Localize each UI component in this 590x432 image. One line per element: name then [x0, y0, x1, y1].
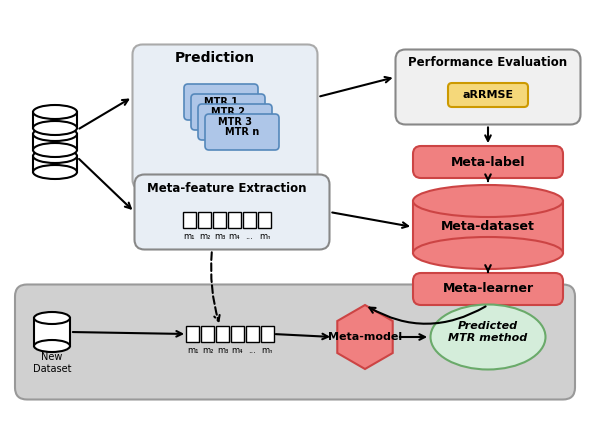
Text: MTR 2: MTR 2: [211, 107, 245, 117]
Text: m₂: m₂: [199, 232, 210, 241]
Text: MTR n: MTR n: [225, 127, 259, 137]
FancyBboxPatch shape: [183, 212, 196, 228]
Ellipse shape: [33, 105, 77, 119]
Ellipse shape: [431, 305, 546, 369]
FancyBboxPatch shape: [198, 104, 272, 140]
Text: m₂: m₂: [202, 346, 213, 355]
Text: Performance Evaluation: Performance Evaluation: [408, 56, 568, 69]
Text: ...: ...: [245, 232, 254, 241]
FancyBboxPatch shape: [258, 212, 271, 228]
Text: MTR 1: MTR 1: [204, 97, 238, 107]
Text: Meta-dataset: Meta-dataset: [441, 220, 535, 234]
Text: Predicted
MTR method: Predicted MTR method: [448, 321, 527, 343]
Text: Meta-feature Extraction: Meta-feature Extraction: [148, 182, 307, 195]
Polygon shape: [337, 305, 393, 369]
FancyBboxPatch shape: [261, 326, 274, 342]
Polygon shape: [34, 318, 70, 346]
Ellipse shape: [33, 127, 77, 141]
FancyBboxPatch shape: [228, 212, 241, 228]
Text: m₁: m₁: [183, 232, 195, 241]
Text: m₃: m₃: [214, 232, 225, 241]
FancyBboxPatch shape: [243, 212, 256, 228]
Text: m₁: m₁: [187, 346, 198, 355]
Polygon shape: [33, 134, 77, 150]
FancyBboxPatch shape: [135, 175, 329, 250]
FancyBboxPatch shape: [448, 83, 528, 107]
FancyBboxPatch shape: [395, 50, 581, 124]
Text: m₄: m₄: [229, 232, 240, 241]
Text: Prediction: Prediction: [175, 51, 255, 66]
FancyBboxPatch shape: [216, 326, 229, 342]
FancyBboxPatch shape: [191, 94, 265, 130]
FancyBboxPatch shape: [213, 212, 226, 228]
Polygon shape: [33, 112, 77, 128]
Ellipse shape: [413, 185, 563, 217]
FancyBboxPatch shape: [413, 273, 563, 305]
FancyBboxPatch shape: [186, 326, 199, 342]
FancyBboxPatch shape: [184, 84, 258, 120]
Text: Meta-learner: Meta-learner: [442, 283, 533, 295]
FancyBboxPatch shape: [133, 44, 317, 190]
Polygon shape: [33, 156, 77, 172]
Text: Meta-label: Meta-label: [451, 156, 525, 168]
Ellipse shape: [34, 312, 70, 324]
Ellipse shape: [413, 237, 563, 269]
Text: New
Dataset: New Dataset: [33, 352, 71, 374]
FancyBboxPatch shape: [413, 146, 563, 178]
Text: aRRMSE: aRRMSE: [463, 90, 513, 100]
FancyBboxPatch shape: [198, 212, 211, 228]
Text: MTR 3: MTR 3: [218, 117, 252, 127]
Text: Meta-model: Meta-model: [328, 332, 402, 342]
FancyBboxPatch shape: [205, 114, 279, 150]
Text: mₙ: mₙ: [259, 232, 270, 241]
Text: m₃: m₃: [217, 346, 228, 355]
Ellipse shape: [33, 149, 77, 163]
Text: mₙ: mₙ: [262, 346, 273, 355]
Ellipse shape: [33, 165, 77, 179]
Ellipse shape: [33, 121, 77, 135]
Polygon shape: [413, 201, 563, 253]
FancyBboxPatch shape: [201, 326, 214, 342]
FancyBboxPatch shape: [15, 285, 575, 400]
Ellipse shape: [33, 143, 77, 157]
Ellipse shape: [34, 340, 70, 352]
FancyBboxPatch shape: [246, 326, 259, 342]
FancyBboxPatch shape: [231, 326, 244, 342]
Text: m₄: m₄: [232, 346, 243, 355]
Text: ...: ...: [248, 346, 257, 355]
